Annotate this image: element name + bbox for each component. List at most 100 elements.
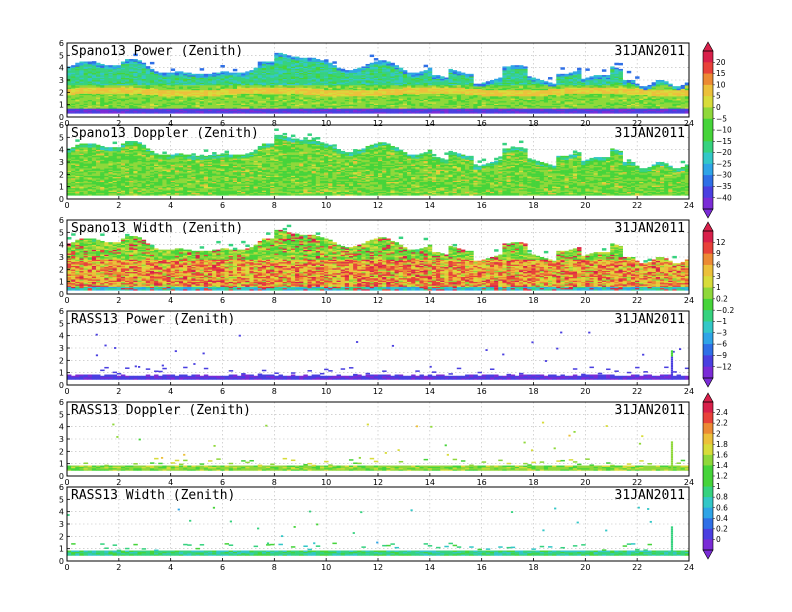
heatmap-cell [178, 110, 184, 113]
heatmap-cell [253, 83, 259, 86]
heatmap-cell [257, 87, 263, 89]
heatmap-cell [203, 97, 209, 99]
heatmap-cell [141, 96, 147, 98]
heatmap-cell [216, 76, 221, 78]
heatmap-cell [133, 92, 138, 94]
heatmap-cell [116, 99, 122, 102]
heatmap-cell [149, 68, 155, 71]
heatmap-cell [319, 89, 325, 92]
heatmap-cell [220, 80, 225, 82]
heatmap-cell [274, 63, 279, 66]
heatmap-cell [241, 102, 246, 104]
heatmap-cell [245, 80, 250, 82]
heatmap-cell [129, 110, 134, 113]
heatmap-cell [228, 91, 234, 93]
heatmap-cell [303, 105, 308, 108]
heatmap-cell [75, 73, 80, 76]
heatmap-cell [299, 93, 304, 96]
heatmap-cell [120, 81, 126, 83]
heatmap-cell [311, 57, 317, 60]
heatmap-cell [108, 112, 113, 114]
heatmap-cell [71, 68, 76, 71]
heatmap-cell [295, 61, 300, 64]
heatmap-cell [216, 103, 221, 105]
heatmap-cell [290, 59, 296, 61]
heatmap-cell [178, 104, 184, 107]
heatmap-cell [286, 77, 292, 80]
heatmap-cell [108, 77, 113, 80]
heatmap-cell [253, 73, 259, 76]
heatmap-cell [199, 75, 205, 77]
heatmap-cell [303, 65, 308, 67]
heatmap-cell [108, 88, 113, 91]
heatmap-cell [145, 86, 151, 88]
heatmap-cell [154, 96, 159, 98]
heatmap-cell [108, 89, 113, 92]
heatmap-cell [232, 91, 238, 93]
heatmap-cell [286, 83, 292, 86]
heatmap-cell [108, 107, 113, 109]
heatmap-cell [307, 89, 312, 92]
heatmap-cell [253, 102, 259, 104]
heatmap-cell [431, 75, 437, 77]
heatmap-cell [299, 81, 304, 83]
heatmap-cell [174, 98, 180, 101]
heatmap-cell [162, 72, 167, 75]
heatmap-cell [311, 61, 317, 64]
heatmap-cell [125, 60, 130, 62]
heatmap-cell [589, 76, 594, 78]
heatmap-cell [249, 88, 254, 91]
heatmap-cell [319, 109, 325, 112]
heatmap-cell [311, 76, 317, 78]
heatmap-cell [158, 107, 163, 109]
heatmap-cell [166, 94, 171, 97]
heatmap-cell [116, 88, 122, 91]
heatmap-cell [290, 91, 296, 93]
heatmap-cell [278, 62, 283, 65]
heatmap-cell [108, 108, 113, 110]
heatmap-cell [100, 83, 105, 86]
heatmap-cell [83, 68, 89, 71]
heatmap-cell [141, 107, 147, 109]
heatmap-cell [295, 104, 300, 107]
heatmap-cell [319, 82, 325, 84]
heatmap-cell [141, 103, 147, 105]
heatmap-cell [120, 104, 126, 107]
heatmap-cell [149, 94, 155, 97]
heatmap-cell [174, 76, 180, 78]
heatmap-cell [249, 91, 254, 93]
heatmap-cell [154, 93, 159, 96]
heatmap-cell [315, 112, 321, 114]
heatmap-cell [365, 63, 371, 66]
heatmap-cell [216, 92, 221, 94]
heatmap-cell [191, 75, 196, 77]
heatmap-cell [166, 77, 171, 80]
heatmap-cell [253, 93, 259, 96]
heatmap-cell [282, 56, 288, 59]
heatmap-cell [290, 93, 296, 96]
heatmap-cell [299, 92, 304, 94]
heatmap-cell [303, 91, 308, 93]
heatmap-cell [249, 103, 254, 105]
heatmap-cell [67, 112, 72, 114]
heatmap-cell [83, 105, 89, 108]
heatmap-cell [100, 73, 105, 76]
heatmap-cell [174, 109, 180, 112]
heatmap-cell [290, 76, 296, 78]
heatmap-cell [266, 98, 271, 101]
heatmap-cell [224, 109, 230, 112]
heatmap-cell [207, 83, 213, 86]
heatmap-cell [137, 86, 142, 88]
heatmap-cell [162, 92, 167, 94]
heatmap-cell [104, 78, 109, 81]
heatmap-cell [71, 109, 76, 112]
heatmap-cell [270, 98, 275, 101]
heatmap-cell [183, 99, 188, 102]
heatmap-cell [216, 102, 221, 104]
heatmap-cell [129, 75, 134, 77]
heatmap-cell [290, 100, 296, 103]
heatmap-cell [108, 93, 113, 96]
heatmap-cell [257, 70, 263, 72]
heatmap-cell [212, 89, 217, 92]
heatmap-cell [195, 86, 200, 88]
